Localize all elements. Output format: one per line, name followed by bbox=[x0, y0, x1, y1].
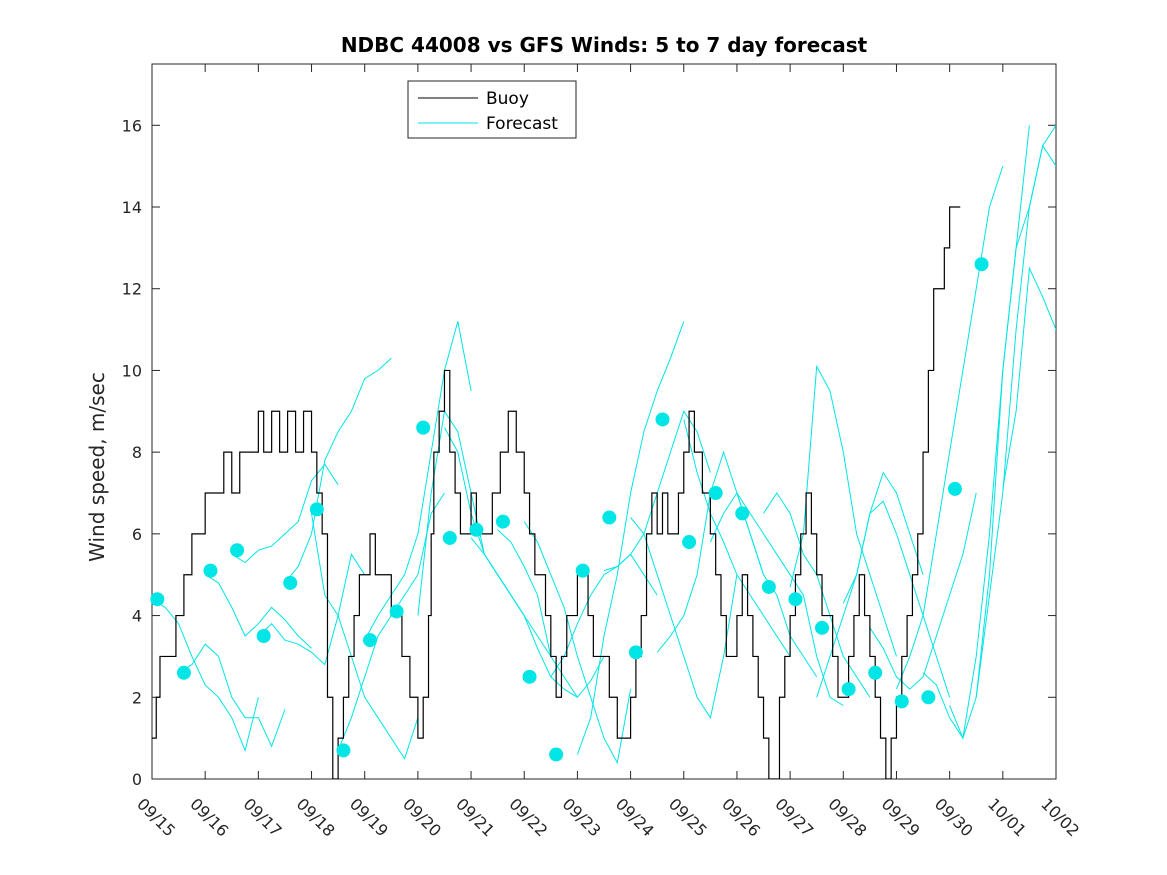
y-tick-label: 0 bbox=[132, 770, 142, 789]
forecast-marker bbox=[336, 743, 351, 758]
forecast-line bbox=[896, 165, 1004, 690]
x-tick-label: 09/15 bbox=[133, 794, 179, 840]
legend: Buoy Forecast bbox=[407, 80, 577, 139]
forecast-line bbox=[683, 419, 791, 657]
axes-box bbox=[151, 63, 1057, 780]
forecast-line bbox=[842, 500, 951, 698]
x-tick-label: 09/27 bbox=[771, 794, 817, 840]
forecast-marker bbox=[150, 592, 165, 607]
forecast-marker bbox=[602, 510, 617, 525]
y-tick-label: 16 bbox=[122, 116, 142, 135]
forecast-marker bbox=[841, 682, 856, 697]
forecast-line bbox=[311, 513, 419, 760]
legend-label-buoy: Buoy bbox=[486, 89, 529, 109]
legend-label-forecast: Forecast bbox=[486, 114, 558, 134]
y-tick-label: 14 bbox=[122, 198, 142, 217]
x-tick-label: 10/02 bbox=[1037, 794, 1083, 840]
x-tick-label: 09/16 bbox=[186, 794, 232, 840]
forecast-marker bbox=[469, 522, 484, 537]
forecast-line bbox=[364, 321, 472, 641]
forecast-marker bbox=[974, 257, 989, 272]
chart-title: NDBC 44008 vs GFS Winds: 5 to 7 day fore… bbox=[341, 33, 868, 57]
forecast-line bbox=[869, 492, 977, 690]
forecast-line bbox=[152, 598, 259, 753]
forecast-marker bbox=[894, 694, 909, 709]
forecast-line bbox=[576, 321, 685, 755]
forecast-marker bbox=[522, 669, 537, 684]
forecast-line bbox=[709, 491, 818, 678]
forecast-line bbox=[630, 517, 738, 719]
x-tick-label: 09/21 bbox=[452, 794, 498, 840]
x-tick-label: 09/24 bbox=[612, 794, 658, 840]
forecast-marker bbox=[868, 665, 883, 680]
forecast-line bbox=[470, 537, 578, 698]
x-tick-label: 10/01 bbox=[984, 794, 1030, 840]
forecast-line bbox=[736, 492, 844, 706]
forecast-marker bbox=[761, 579, 776, 594]
forecast-marker bbox=[788, 592, 803, 607]
forecast-marker bbox=[203, 563, 218, 578]
forecast-marker bbox=[176, 665, 191, 680]
x-tick-label: 09/28 bbox=[824, 794, 870, 840]
forecast-marker bbox=[256, 629, 271, 643]
forecast-marker bbox=[495, 514, 510, 529]
x-tick-label: 09/29 bbox=[878, 794, 924, 840]
forecast-marker bbox=[283, 575, 298, 590]
x-tick-label: 09/20 bbox=[399, 794, 445, 840]
forecast-marker bbox=[628, 645, 643, 660]
forecast-line bbox=[284, 357, 392, 584]
x-tick-label: 09/25 bbox=[665, 794, 711, 840]
x-tick-label: 09/30 bbox=[931, 794, 977, 840]
forecast-marker bbox=[947, 481, 962, 496]
forecast-marker bbox=[549, 747, 564, 762]
y-tick-label: 4 bbox=[132, 607, 142, 626]
forecast-marker bbox=[389, 604, 404, 619]
forecast-marker bbox=[708, 486, 723, 500]
forecast-marker bbox=[309, 502, 324, 517]
x-tick-label: 09/22 bbox=[505, 794, 551, 840]
y-tick-label: 12 bbox=[122, 280, 142, 299]
forecast-line bbox=[789, 364, 897, 657]
y-tick-label: 6 bbox=[132, 525, 142, 544]
forecast-line bbox=[975, 125, 1056, 698]
y-axis-label: Wind speed, m/sec bbox=[85, 372, 109, 562]
forecast-line bbox=[178, 643, 286, 748]
x-tick-label: 09/19 bbox=[346, 794, 392, 840]
forecast-marker bbox=[682, 535, 697, 550]
x-tick-label: 09/23 bbox=[559, 794, 605, 840]
forecast-marker bbox=[655, 412, 670, 427]
forecast-marker bbox=[735, 506, 750, 521]
y-tick-label: 8 bbox=[132, 443, 142, 462]
y-tick-label: 10 bbox=[122, 361, 142, 380]
y-tick-label: 2 bbox=[132, 688, 142, 707]
x-tick-label: 09/17 bbox=[240, 794, 286, 840]
forecast-marker bbox=[815, 620, 830, 635]
forecast-marker bbox=[442, 530, 457, 545]
forecast-line bbox=[258, 553, 366, 666]
forecast-marker bbox=[921, 690, 936, 705]
forecast-line bbox=[550, 553, 658, 678]
forecast-line bbox=[231, 463, 339, 564]
x-tick-label: 09/26 bbox=[718, 794, 764, 840]
forecast-marker bbox=[416, 420, 431, 435]
forecast-line bbox=[1002, 266, 1056, 489]
legend-box bbox=[407, 80, 577, 139]
forecast-marker bbox=[575, 563, 590, 578]
forecast-marker bbox=[363, 633, 378, 648]
forecast-line bbox=[204, 574, 312, 649]
forecast-line bbox=[523, 521, 632, 765]
forecast-marker bbox=[230, 543, 245, 558]
x-tick-label: 09/18 bbox=[293, 794, 339, 840]
